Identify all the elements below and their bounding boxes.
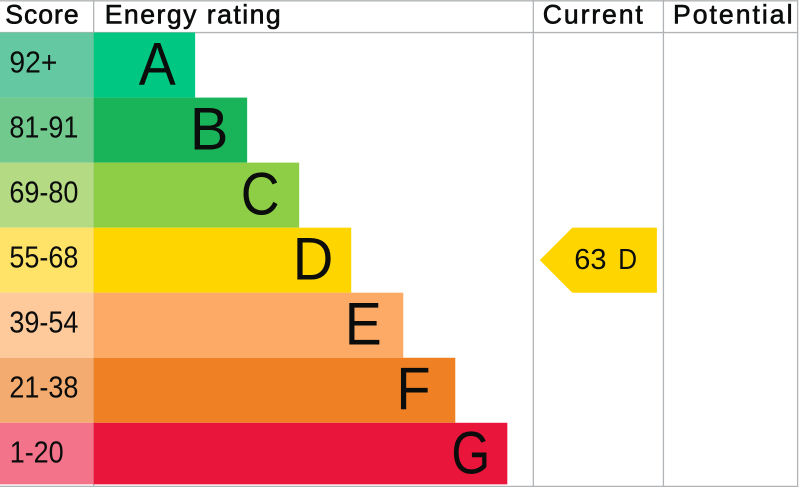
svg-text:39-54: 39-54 bbox=[9, 306, 78, 340]
svg-text:G: G bbox=[451, 420, 490, 487]
svg-text:E: E bbox=[345, 290, 382, 357]
svg-text:D: D bbox=[293, 225, 334, 292]
svg-text:F: F bbox=[396, 356, 430, 423]
svg-text:Potential: Potential bbox=[673, 0, 793, 29]
svg-text:A: A bbox=[139, 30, 176, 97]
svg-text:Current: Current bbox=[543, 0, 644, 29]
svg-text:92+: 92+ bbox=[9, 45, 57, 79]
svg-text:B: B bbox=[190, 95, 229, 162]
svg-text:63: 63 bbox=[574, 244, 606, 276]
svg-text:1-20: 1-20 bbox=[10, 435, 64, 469]
svg-text:D: D bbox=[618, 244, 637, 276]
svg-text:69-80: 69-80 bbox=[9, 175, 78, 209]
svg-text:Energy rating: Energy rating bbox=[105, 0, 281, 29]
svg-text:21-38: 21-38 bbox=[9, 371, 78, 405]
svg-text:Score: Score bbox=[5, 0, 79, 29]
svg-text:C: C bbox=[241, 160, 280, 227]
svg-text:81-91: 81-91 bbox=[9, 110, 78, 144]
svg-text:55-68: 55-68 bbox=[9, 241, 78, 275]
